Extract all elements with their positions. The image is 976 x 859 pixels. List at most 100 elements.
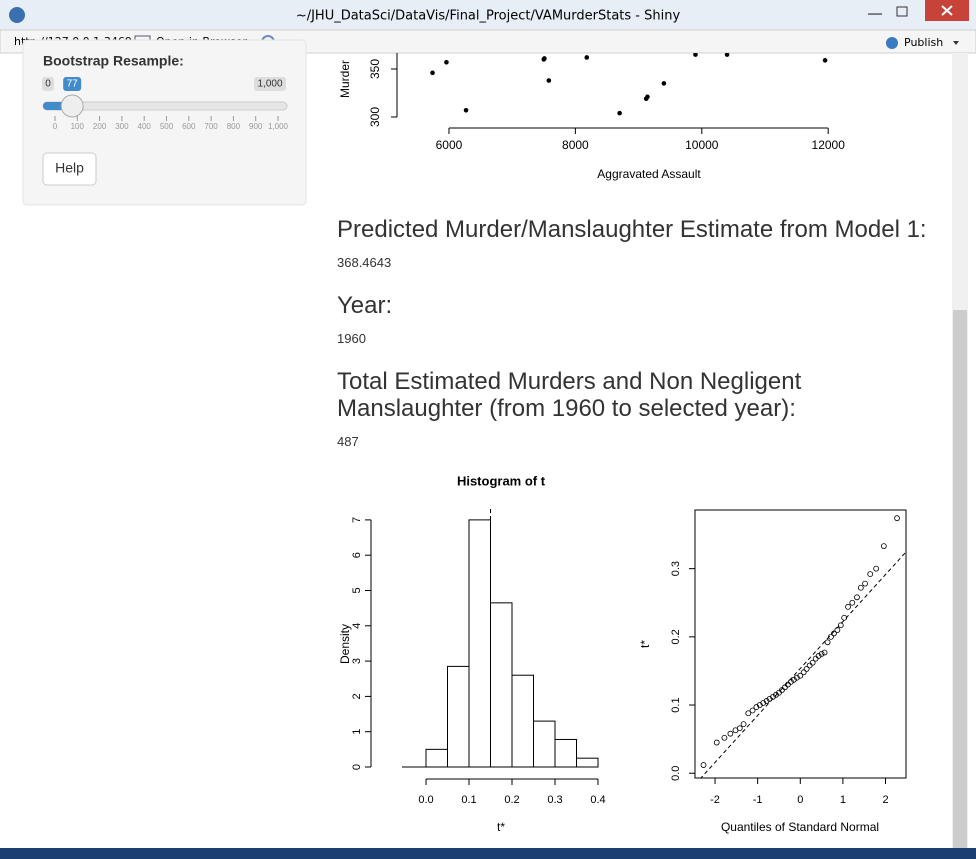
histogram-bar bbox=[533, 720, 556, 768]
y-tick-label: 1 bbox=[351, 729, 363, 735]
qq-point bbox=[770, 693, 776, 700]
histogram: Histogram of t 0 1 2 3 4 5 6 7 0.0 0.1 0.2 0.3 0.4 t* D… bbox=[338, 473, 605, 834]
histogram-bar bbox=[576, 757, 599, 768]
histogram-bar bbox=[447, 665, 470, 768]
x-tick-label: 1 bbox=[840, 794, 846, 806]
scatter-point bbox=[463, 107, 469, 113]
x-tick-label: -2 bbox=[710, 794, 720, 806]
qq-point bbox=[880, 543, 887, 550]
qq-point bbox=[790, 676, 797, 683]
help-button[interactable] bbox=[42, 152, 97, 186]
histogram-bar bbox=[468, 519, 491, 768]
output-block: Predicted Murder/Manslaughter Estimate f… bbox=[337, 216, 937, 271]
x-tick-label: 0.0 bbox=[418, 794, 433, 806]
app-icon bbox=[9, 7, 25, 23]
publish-dropdown[interactable] bbox=[953, 41, 959, 45]
qq-plot: -2 -1 0 1 2 0.0 0.1 0.2 0.3 Quantiles of Standard… bbox=[638, 509, 907, 834]
qq-point bbox=[815, 653, 822, 659]
x-tick-label: 10000 bbox=[685, 138, 719, 152]
slider-tick-label: 200 bbox=[93, 122, 107, 131]
output-heading: Total Estimated Murders and Non Negligen… bbox=[337, 368, 802, 422]
y-axis-label: t* bbox=[638, 640, 652, 648]
slider-max-box bbox=[254, 77, 286, 91]
plot-title: Histogram of t bbox=[457, 473, 546, 488]
x-tick-label: 6000 bbox=[436, 138, 463, 152]
qq-point bbox=[837, 622, 844, 629]
y-tick-label: 0.2 bbox=[670, 629, 682, 644]
scatter-point bbox=[444, 59, 449, 65]
scatter-point bbox=[693, 53, 698, 57]
qq-point bbox=[700, 762, 707, 768]
x-tick-label: 0.4 bbox=[590, 794, 605, 806]
qq-point bbox=[828, 633, 834, 640]
x-tick-label: 0.2 bbox=[504, 794, 519, 806]
qq-point bbox=[824, 639, 831, 646]
histogram-bar bbox=[511, 674, 534, 768]
y-tick-label: 0.1 bbox=[670, 697, 682, 712]
y-tick-label: 0 bbox=[351, 764, 363, 770]
y-tick-label: 0.0 bbox=[670, 766, 682, 781]
close-icon bbox=[941, 5, 953, 16]
scatter-point bbox=[822, 58, 828, 63]
output-value: 487 bbox=[337, 434, 359, 449]
qq-point bbox=[854, 594, 860, 601]
slider-min: 0 bbox=[45, 79, 51, 90]
qq-point bbox=[821, 649, 828, 656]
qq-point bbox=[773, 691, 779, 698]
y-tick-label: 2 bbox=[351, 693, 363, 699]
scrollbar-thumb[interactable] bbox=[953, 310, 967, 848]
qq-point bbox=[857, 584, 864, 591]
x-tick-label: 8000 bbox=[562, 138, 589, 152]
help-label: Help bbox=[55, 160, 84, 176]
output-block: Total Estimated Murders and Non Negligen… bbox=[337, 368, 937, 450]
output-heading: Predicted Murder/Manslaughter Estimate f… bbox=[337, 216, 927, 243]
slider-tick-label: 0 bbox=[53, 122, 58, 131]
scatter-point bbox=[724, 53, 730, 57]
qq-point bbox=[867, 571, 874, 578]
maximize-button[interactable] bbox=[896, 6, 908, 17]
scatter-point bbox=[645, 94, 650, 100]
slider-tick-label: 400 bbox=[138, 122, 152, 131]
qq-point bbox=[834, 627, 841, 633]
qq-point bbox=[803, 665, 810, 672]
qq-point bbox=[806, 662, 813, 669]
qq-point bbox=[745, 710, 752, 717]
slider-handle[interactable] bbox=[60, 94, 84, 118]
qq-point bbox=[809, 659, 816, 666]
histogram-bar bbox=[425, 748, 448, 768]
x-axis-label: Aggravated Assault bbox=[597, 167, 701, 181]
slider-value-box bbox=[63, 77, 82, 91]
slider-tick-label: 500 bbox=[160, 122, 174, 131]
qq-point bbox=[788, 678, 794, 685]
publish-icon bbox=[886, 37, 898, 49]
y-tick-label: 6 bbox=[351, 552, 363, 558]
output-heading: Year: bbox=[337, 292, 393, 319]
y-tick-label: 5 bbox=[351, 587, 363, 593]
x-tick-label: 2 bbox=[882, 794, 888, 806]
qq-point bbox=[845, 603, 851, 610]
qq-point bbox=[800, 669, 807, 676]
slider-tick-label: 600 bbox=[182, 122, 196, 131]
minimize-button[interactable]: — bbox=[868, 5, 882, 21]
qq-point bbox=[740, 721, 747, 728]
scatter-point bbox=[661, 81, 667, 86]
y-tick-label: 300 bbox=[368, 107, 382, 127]
x-axis-label: Quantiles of Standard Normal bbox=[721, 820, 879, 834]
qq-point bbox=[841, 614, 848, 621]
qq-point bbox=[763, 698, 770, 704]
y-axis-label: Murder bbox=[338, 60, 352, 98]
scatter-point bbox=[584, 55, 590, 60]
output-value: 1960 bbox=[337, 331, 366, 346]
qq-point bbox=[736, 725, 743, 732]
qq-line bbox=[700, 551, 906, 778]
y-tick-label: 3 bbox=[351, 658, 363, 664]
qq-point bbox=[862, 580, 868, 587]
title-bar bbox=[0, 0, 976, 30]
window-title: ~/JHU_DataSci/DataVis/Final_Project/VAMu… bbox=[296, 9, 681, 24]
slider-min-box bbox=[42, 77, 54, 91]
histogram-bar bbox=[554, 738, 577, 768]
publish-button[interactable]: Publish bbox=[904, 36, 943, 49]
scatter-point bbox=[542, 56, 547, 61]
